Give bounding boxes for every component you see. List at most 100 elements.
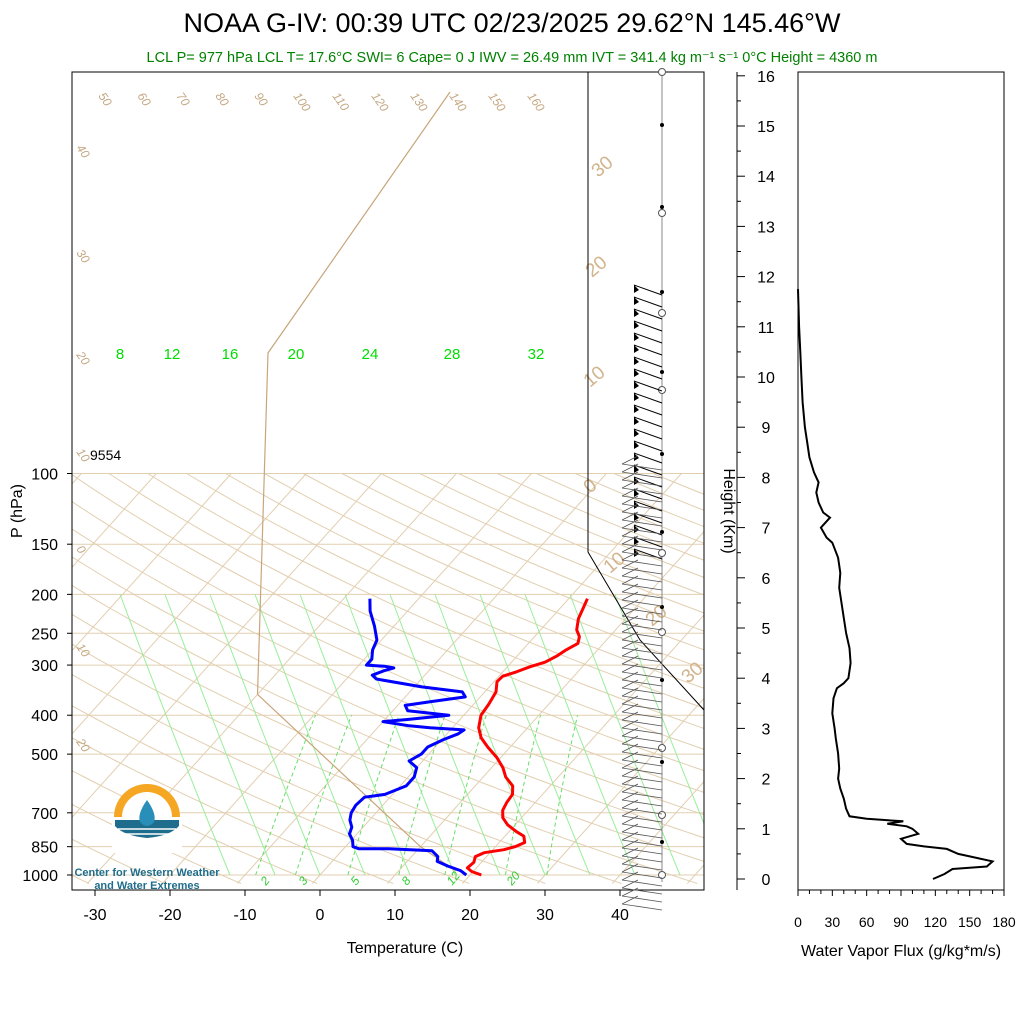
wind-barb-feather — [621, 511, 639, 521]
wind-calm-circle — [658, 811, 666, 819]
flux-x-tick-label: 30 — [825, 914, 841, 930]
x-tick-label: -20 — [158, 907, 181, 924]
wind-barb-feather — [621, 567, 639, 577]
wind-barb — [621, 791, 663, 799]
wind-barb-feather — [621, 495, 639, 505]
dry-adiabat-line — [72, 528, 704, 816]
logo-text-line1: Center for Western Weather — [74, 867, 220, 879]
height-tick-label: 4 — [762, 671, 771, 688]
wind-barb — [633, 380, 663, 392]
cw3e-logo: Center for Western Weather and Water Ext… — [74, 784, 220, 892]
isotherm-label: 120 — [369, 90, 392, 115]
wind-barb — [621, 583, 663, 591]
isotherm-line — [536, 697, 704, 884]
y-tick-label: 500 — [31, 747, 58, 764]
height-tick-label: 1 — [762, 822, 771, 839]
wind-barb-feather — [621, 895, 639, 905]
wind-barb — [621, 519, 663, 527]
height-tick-label: 8 — [762, 470, 771, 487]
water-vapor-flux-line — [797, 289, 995, 880]
wind-barb-feather — [621, 463, 639, 473]
mixing-ratio-label: 24 — [362, 346, 379, 363]
wind-barb — [621, 663, 663, 671]
wind-barb-feather — [621, 775, 639, 785]
wind-barb — [621, 711, 663, 719]
wind-barb-feather — [621, 655, 639, 665]
moist-adiabat-line — [344, 594, 456, 876]
x-tick-label: 20 — [461, 907, 479, 924]
flux-x-tick-label: 60 — [859, 914, 875, 930]
mixing-ratio-line — [444, 715, 487, 876]
height-tick-label: 5 — [762, 621, 771, 638]
wind-barb — [633, 452, 663, 464]
wind-barb — [633, 428, 663, 440]
wind-barb-feather — [621, 751, 639, 761]
isotherm-label: 70 — [174, 90, 193, 109]
wind-barb — [621, 607, 663, 615]
wind-barb — [633, 404, 663, 416]
wind-barb-feather — [621, 791, 639, 801]
wind-barb-flag — [634, 321, 639, 329]
dry-adiabat-line — [302, 473, 704, 651]
wind-barb-flag — [634, 381, 639, 389]
moist-adiabat-line — [614, 594, 704, 825]
moist-adiabat-line — [209, 594, 321, 876]
wind-barb-feather — [621, 623, 639, 633]
isotherm-label: 140 — [447, 90, 470, 115]
chart-title: NOAA G-IV: 00:39 UTC 02/23/2025 29.62°N … — [183, 8, 841, 38]
dry-adiabat-line — [72, 838, 166, 884]
wind-barb — [621, 815, 663, 823]
height-tick-label: 9 — [762, 420, 771, 437]
y-tick-label: 300 — [31, 658, 58, 675]
wind-barb-feather — [621, 479, 639, 489]
wind-dot — [660, 840, 664, 844]
mixing-ratio-line — [347, 715, 400, 876]
wind-barb-feather — [621, 871, 639, 881]
y-tick-label: 200 — [31, 587, 58, 604]
isotherm-label: 90 — [252, 90, 271, 109]
wind-dot — [660, 530, 664, 534]
wind-barb — [621, 543, 663, 551]
height-tick-label: 6 — [762, 571, 771, 588]
wind-barb-feather — [621, 631, 639, 641]
flux-x-tick-label: 120 — [924, 914, 948, 930]
wind-barb-feather — [621, 527, 639, 537]
wind-barb — [633, 332, 663, 344]
wind-barb-flag — [634, 297, 639, 305]
wind-barb-flag — [634, 393, 639, 401]
height-tick-label: 10 — [757, 370, 775, 387]
wind-barb — [621, 887, 663, 895]
wind-barb-feather — [621, 807, 639, 817]
wind-barb — [621, 463, 663, 471]
wind-barb-flag — [634, 429, 639, 437]
wind-barb-feather — [621, 503, 639, 513]
wind-barb — [621, 599, 663, 607]
wind-barb — [621, 751, 663, 759]
dry-adiabat-line — [72, 803, 242, 884]
wind-barb-feather — [621, 535, 639, 545]
wind-barb — [621, 855, 663, 863]
flux-x-tick-label: 150 — [958, 914, 982, 930]
wind-barb-feather — [621, 575, 639, 585]
wind-barb-feather — [621, 831, 639, 841]
flux-frame — [797, 71, 1005, 891]
y-tick-label: 1000 — [22, 868, 58, 885]
dry-adiabat-line — [186, 473, 704, 709]
height-tick-label: 0 — [762, 872, 771, 889]
wind-barb — [621, 799, 663, 807]
wind-barb — [621, 591, 663, 599]
mixing-ratio-line — [398, 715, 446, 876]
wind-barb-feather — [621, 519, 639, 529]
wind-barb-feather — [621, 847, 639, 857]
wind-barb-feather — [621, 711, 639, 721]
height-annotation: 9554 — [90, 447, 121, 463]
moist-adiabat-line — [119, 594, 231, 876]
wind-barb — [633, 356, 663, 368]
wind-barb — [621, 775, 663, 783]
wind-barb-feather — [621, 607, 639, 617]
moist-adiabat-line — [299, 594, 411, 876]
height-tick-label: 7 — [762, 521, 771, 538]
wind-barb — [621, 831, 663, 839]
wind-barb — [621, 703, 663, 711]
